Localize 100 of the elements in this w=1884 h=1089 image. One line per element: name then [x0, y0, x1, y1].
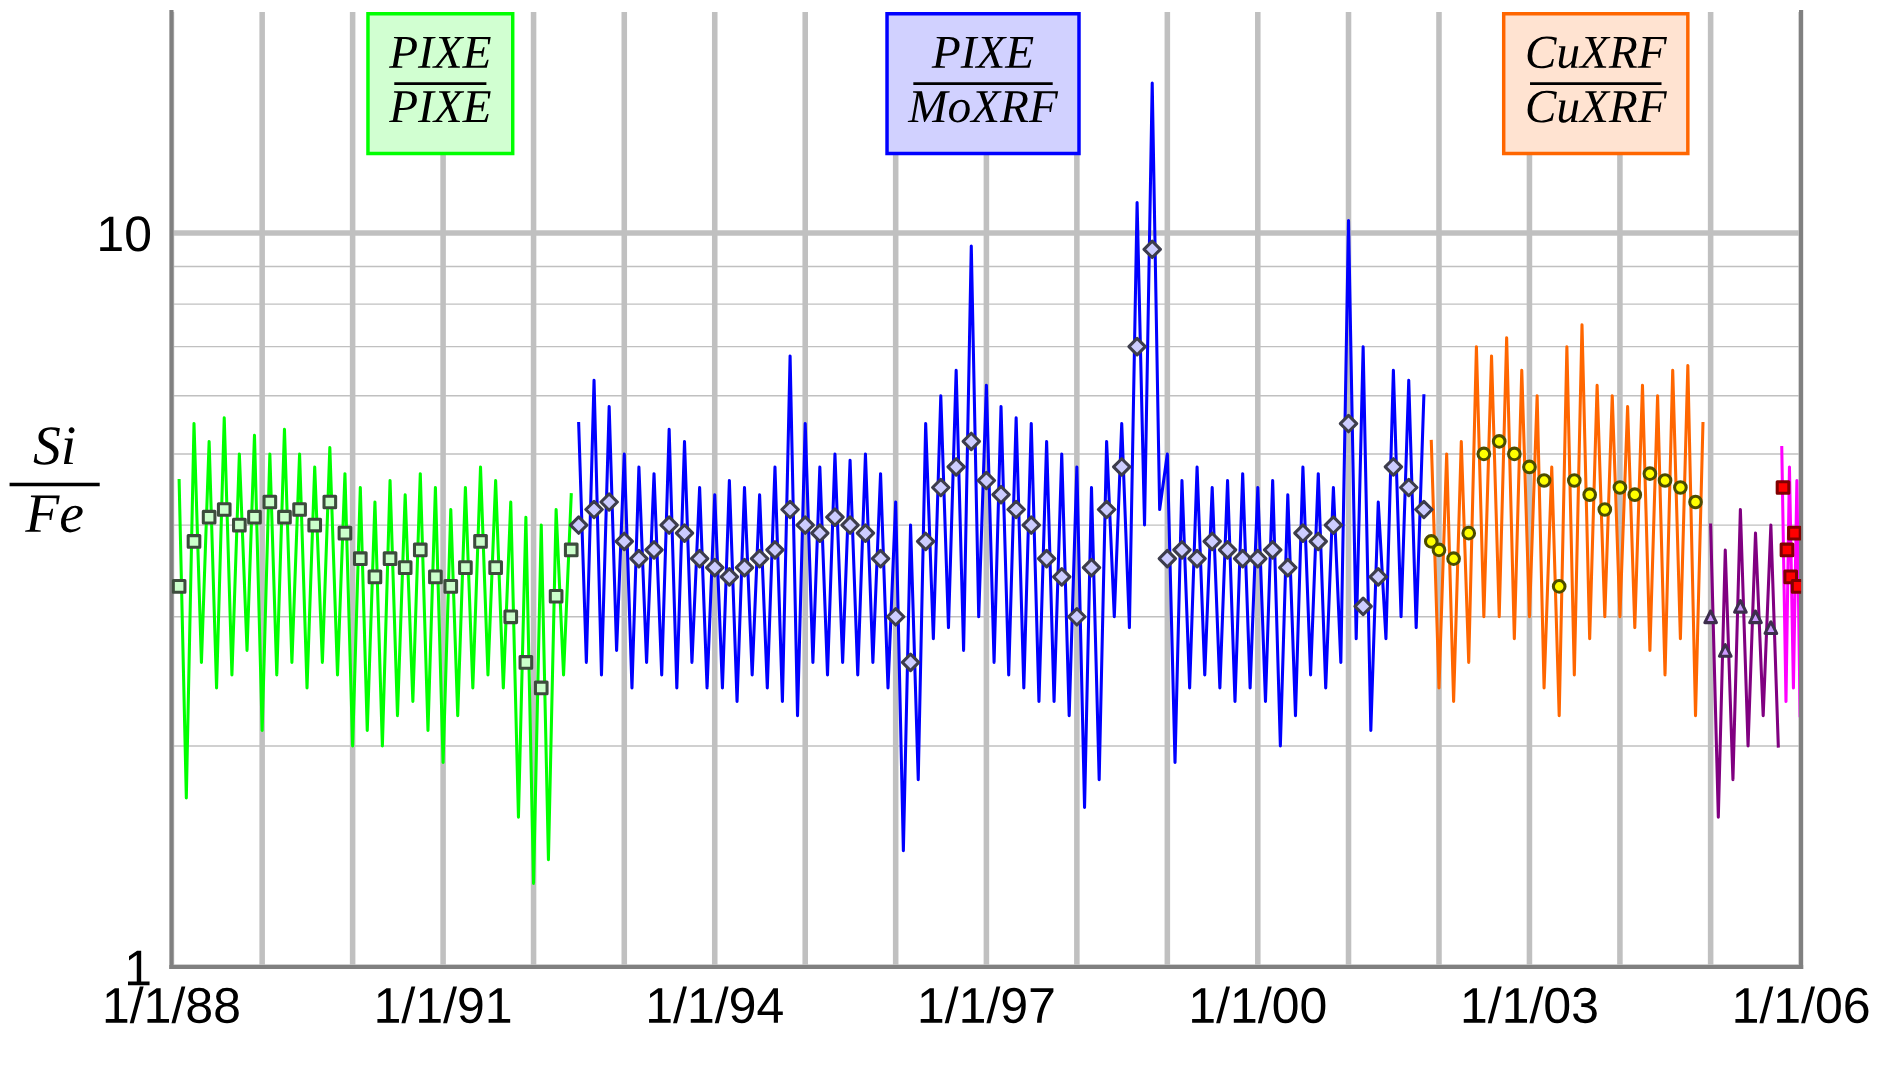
point [1157, 548, 1178, 569]
point [1642, 466, 1658, 481]
line-series [1429, 323, 1705, 718]
point [232, 517, 247, 533]
point [397, 560, 413, 575]
point [1536, 473, 1552, 488]
point [1748, 609, 1763, 625]
point [518, 655, 534, 670]
point [1187, 548, 1207, 569]
point [488, 560, 503, 575]
point [885, 607, 906, 627]
point [1383, 457, 1404, 477]
annotation: PIXE MoXRF [907, 36, 1059, 123]
point [1111, 457, 1132, 477]
point [810, 523, 830, 543]
x-tick-label: 1/1/97 [920, 986, 1054, 1024]
point [1338, 413, 1359, 434]
point [1522, 459, 1537, 475]
point [1323, 515, 1344, 535]
point [1217, 540, 1238, 560]
point [1006, 499, 1026, 520]
point [1431, 542, 1447, 558]
point [277, 509, 292, 525]
point [1506, 446, 1522, 462]
point [1703, 609, 1718, 625]
point [568, 515, 589, 535]
point [584, 499, 604, 520]
point [1399, 477, 1419, 498]
point [976, 470, 997, 491]
point [599, 492, 619, 512]
point [629, 548, 649, 569]
point [563, 542, 579, 558]
point [1308, 531, 1329, 552]
point [900, 652, 921, 673]
point [428, 569, 443, 585]
x-tick-label: 1/1/00 [1192, 986, 1326, 1024]
point [705, 557, 725, 578]
point [1582, 487, 1598, 503]
point [825, 507, 845, 527]
x-tick-label: 1/1/88 [105, 986, 239, 1024]
point [614, 531, 635, 552]
point [1717, 643, 1733, 658]
point [458, 560, 473, 575]
point [1202, 531, 1222, 552]
point [322, 494, 338, 510]
point [1779, 542, 1795, 558]
line-series [577, 81, 1426, 853]
line-series [177, 416, 573, 885]
point [1021, 515, 1042, 535]
point [1067, 607, 1087, 627]
point [292, 502, 307, 517]
y-axis-title: Si Fe [25, 427, 83, 533]
point [171, 579, 187, 594]
point [991, 484, 1011, 505]
x-tick-label: 1/1/03 [1463, 986, 1597, 1024]
x-tick-label: 1/1/91 [377, 986, 511, 1024]
point [931, 477, 951, 498]
point [1423, 534, 1439, 549]
point [840, 515, 860, 535]
point [382, 551, 398, 566]
point [1551, 579, 1567, 594]
line-series [1709, 507, 1780, 819]
point [307, 517, 323, 533]
point [1461, 525, 1477, 541]
point [1172, 540, 1192, 560]
point [1787, 525, 1802, 541]
point [503, 609, 519, 625]
point [1081, 557, 1102, 578]
y-tick-label: 1 [128, 950, 150, 986]
point [749, 548, 770, 569]
point [719, 567, 740, 587]
point [1052, 567, 1072, 587]
point [473, 534, 488, 549]
point [247, 509, 262, 525]
point [201, 509, 217, 525]
y-tick-label: 10 [100, 216, 151, 252]
point [855, 523, 876, 543]
point [1476, 446, 1492, 462]
point [659, 515, 679, 535]
point [1248, 548, 1268, 569]
point [352, 551, 368, 566]
point [1262, 540, 1283, 560]
point [1775, 480, 1791, 495]
point [1566, 473, 1582, 488]
point [1127, 336, 1147, 357]
point [1232, 548, 1253, 569]
point [1278, 557, 1298, 578]
point [870, 548, 891, 569]
point [1414, 499, 1434, 520]
point [644, 540, 664, 560]
point [1733, 599, 1748, 614]
point [533, 680, 549, 696]
point [1096, 499, 1117, 520]
point [1368, 567, 1389, 587]
point [262, 494, 278, 510]
point [1612, 480, 1628, 495]
point [795, 515, 815, 535]
point [1036, 548, 1057, 569]
point [1353, 596, 1373, 617]
point [1293, 523, 1313, 543]
